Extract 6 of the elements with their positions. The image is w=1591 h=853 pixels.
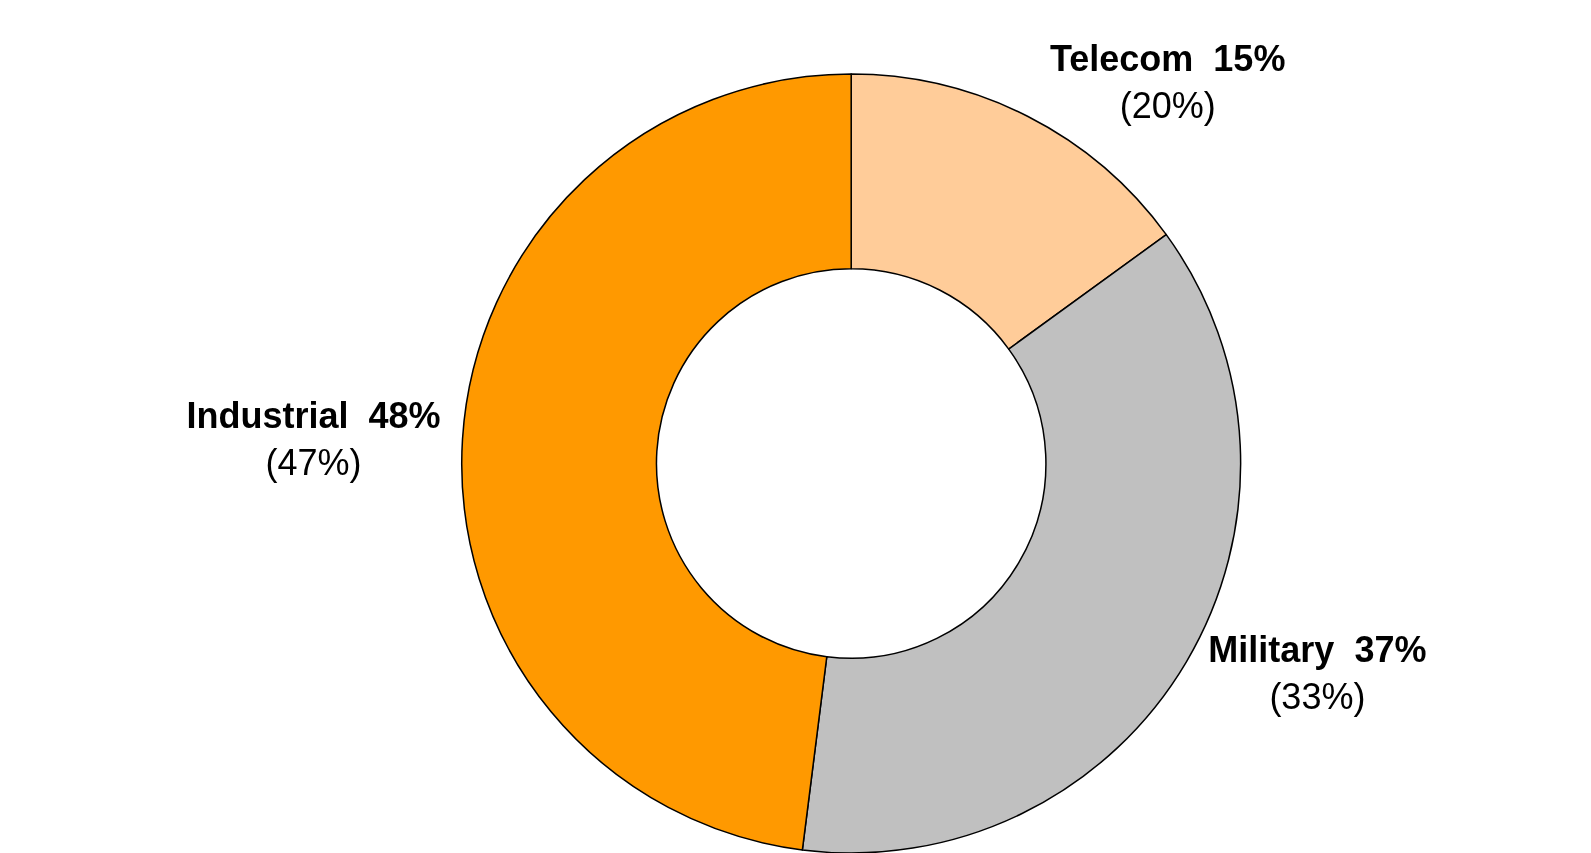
slice-label: Telecom 15% [1049,37,1286,79]
text: (47%) [265,441,362,483]
text: (20%) [1119,84,1216,126]
slice-label: Military 37% [1208,629,1427,671]
text: (33%) [1269,676,1366,718]
slice-label: Industrial 48% [186,395,441,437]
